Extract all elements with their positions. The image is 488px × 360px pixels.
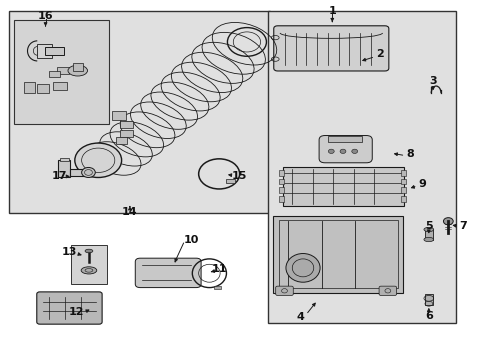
- Bar: [37, 84, 49, 93]
- Text: 7: 7: [458, 221, 466, 231]
- Bar: [282, 167, 404, 206]
- Ellipse shape: [68, 65, 87, 76]
- Bar: [120, 121, 133, 128]
- Ellipse shape: [443, 218, 452, 225]
- Bar: [214, 286, 221, 289]
- Bar: [58, 160, 70, 177]
- Bar: [24, 82, 35, 93]
- Bar: [116, 136, 127, 144]
- Bar: [400, 179, 406, 184]
- Ellipse shape: [85, 249, 93, 253]
- FancyBboxPatch shape: [273, 26, 388, 71]
- FancyBboxPatch shape: [37, 292, 102, 324]
- Text: 8: 8: [406, 149, 413, 159]
- Ellipse shape: [81, 267, 97, 274]
- Text: 12: 12: [68, 307, 84, 317]
- Bar: [71, 245, 106, 284]
- Ellipse shape: [351, 149, 357, 153]
- Bar: [49, 71, 60, 77]
- Text: 14: 14: [122, 207, 138, 217]
- Text: 4: 4: [296, 312, 304, 322]
- Text: 15: 15: [231, 171, 247, 181]
- Text: 17: 17: [51, 171, 67, 181]
- Bar: [60, 158, 69, 161]
- Bar: [278, 220, 397, 288]
- FancyBboxPatch shape: [275, 286, 293, 296]
- Text: 10: 10: [184, 235, 199, 245]
- Text: 16: 16: [38, 11, 53, 21]
- Bar: [278, 179, 284, 184]
- Bar: [278, 187, 284, 193]
- Text: 9: 9: [418, 179, 426, 189]
- Bar: [73, 63, 82, 71]
- Text: 2: 2: [375, 49, 383, 59]
- Text: 13: 13: [61, 247, 77, 257]
- Bar: [328, 136, 361, 142]
- Bar: [278, 196, 284, 202]
- Bar: [400, 170, 406, 176]
- Bar: [9, 11, 270, 213]
- Ellipse shape: [285, 253, 320, 282]
- Ellipse shape: [328, 149, 333, 153]
- Text: 1: 1: [328, 6, 335, 16]
- Bar: [278, 170, 284, 176]
- Bar: [272, 216, 403, 293]
- Ellipse shape: [339, 149, 345, 153]
- Ellipse shape: [423, 227, 433, 231]
- Bar: [400, 187, 406, 193]
- Bar: [120, 130, 133, 136]
- Bar: [53, 82, 67, 90]
- Text: 11: 11: [211, 264, 226, 274]
- Bar: [225, 179, 234, 183]
- Bar: [57, 67, 69, 74]
- Bar: [267, 11, 455, 323]
- Bar: [400, 196, 406, 202]
- Bar: [44, 47, 64, 55]
- Ellipse shape: [75, 143, 122, 177]
- Bar: [424, 294, 432, 305]
- Bar: [70, 168, 87, 176]
- Ellipse shape: [81, 167, 95, 177]
- Bar: [112, 111, 126, 120]
- Text: 6: 6: [424, 311, 432, 320]
- Bar: [14, 21, 109, 125]
- FancyBboxPatch shape: [378, 286, 396, 296]
- Bar: [424, 229, 432, 239]
- Text: 3: 3: [428, 76, 436, 86]
- Ellipse shape: [423, 237, 433, 242]
- Text: 5: 5: [424, 221, 432, 231]
- FancyBboxPatch shape: [135, 258, 201, 288]
- Bar: [37, 44, 52, 58]
- FancyBboxPatch shape: [319, 135, 371, 163]
